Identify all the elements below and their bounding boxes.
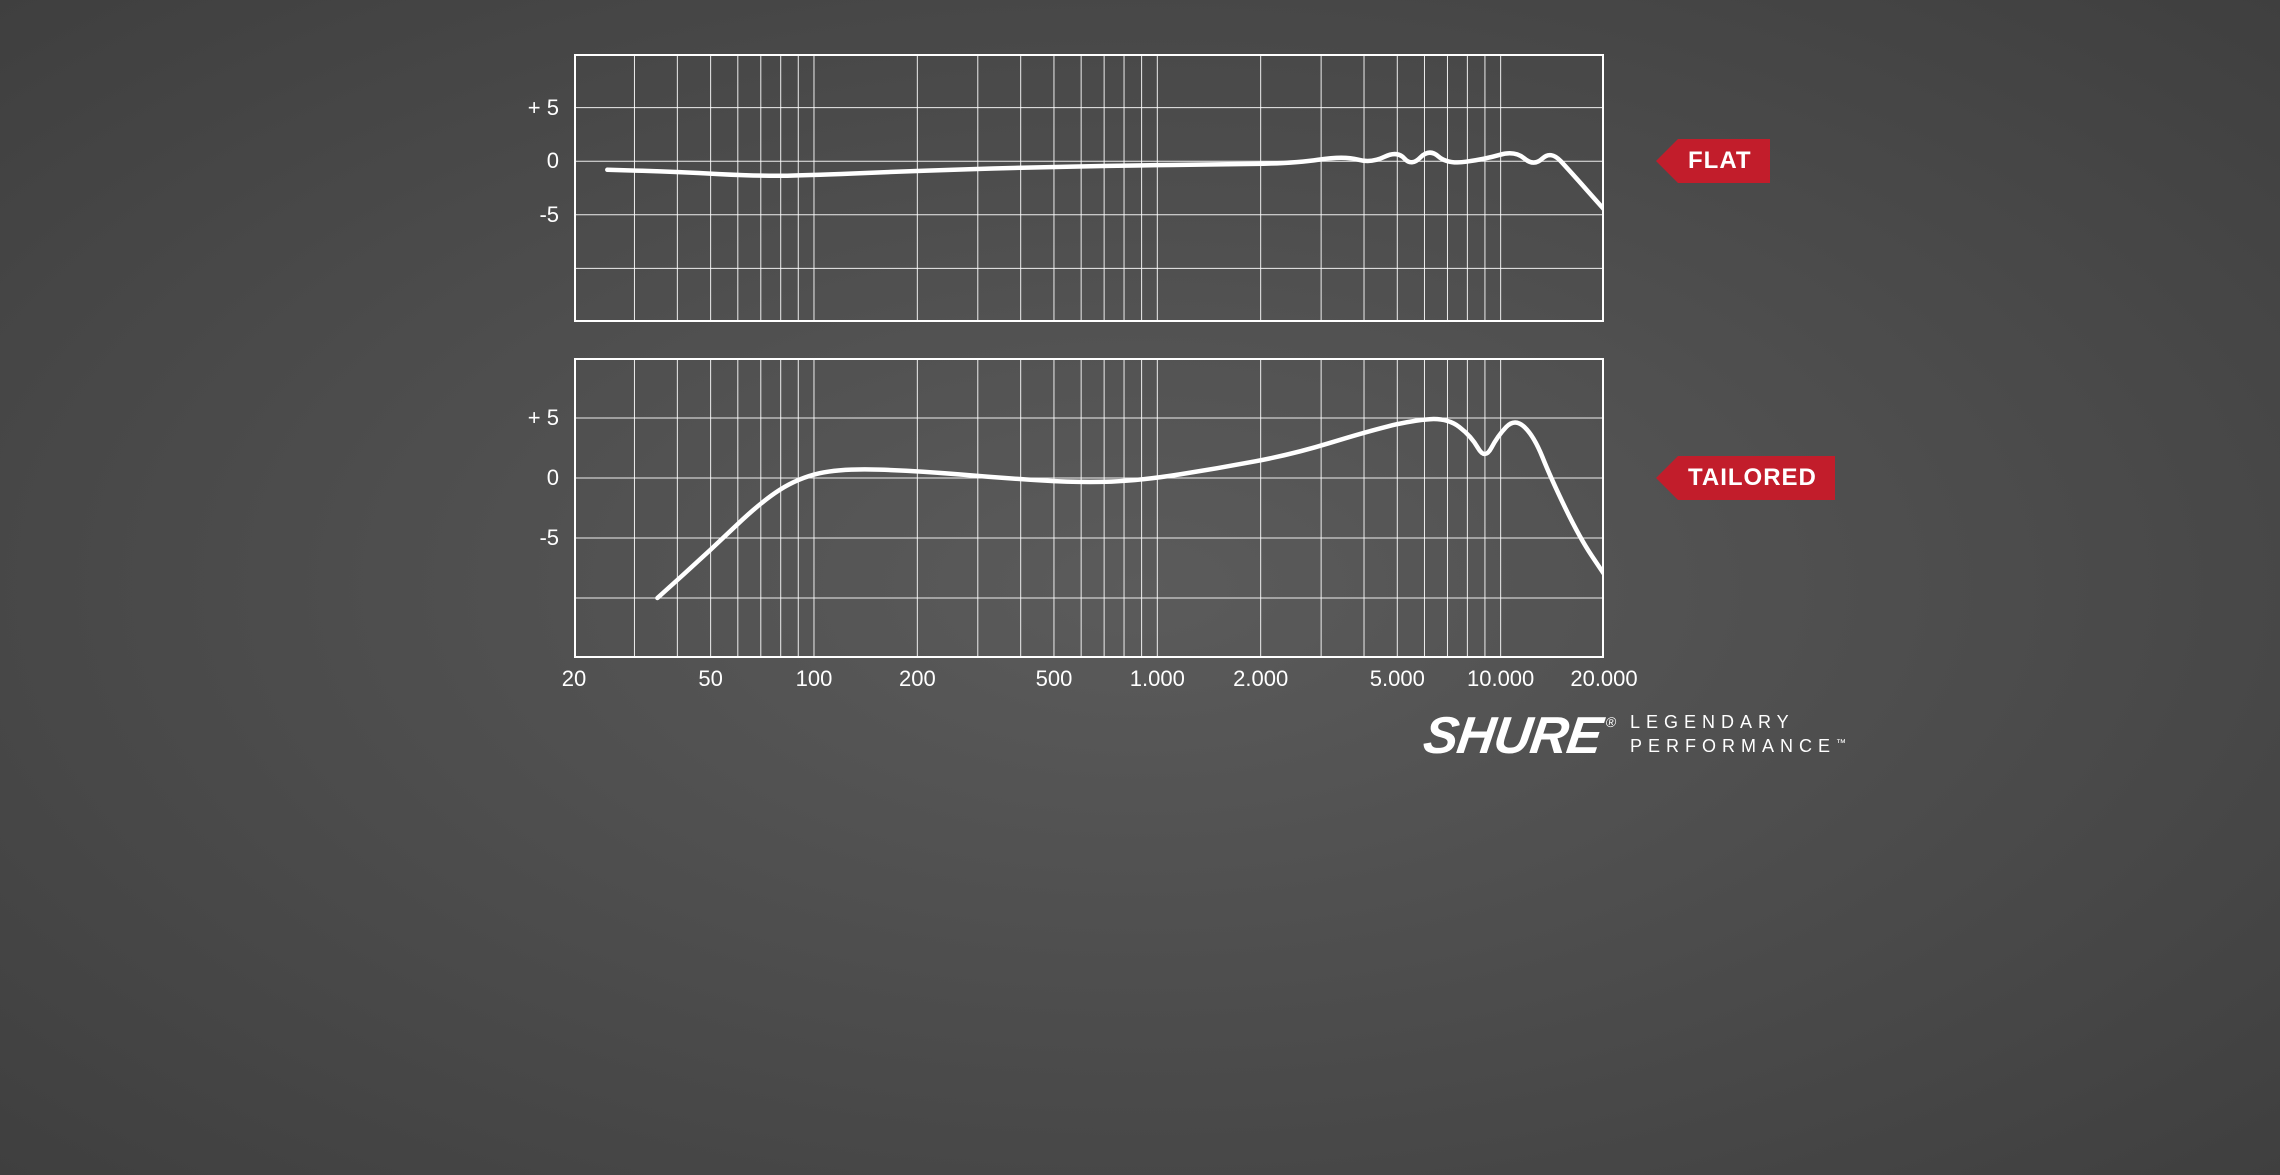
y-axis-labels: -5 0 + 5 bbox=[504, 358, 569, 658]
trademark-icon: ™ bbox=[1836, 738, 1846, 749]
y-axis-label: + 5 bbox=[528, 95, 559, 121]
x-axis-label: 20 bbox=[562, 666, 586, 692]
brand-tagline: LEGENDARYPERFORMANCE™ bbox=[1630, 710, 1846, 762]
brand-wordmark-text: SHURE bbox=[1420, 707, 1605, 765]
x-axis-label: 10.000 bbox=[1467, 666, 1534, 692]
chart-tag-tailored: TAILORED bbox=[1656, 456, 1835, 500]
x-axis-label: 20.000 bbox=[1570, 666, 1637, 692]
x-axis-label: 50 bbox=[698, 666, 722, 692]
chart-flat: -50+ 5 bbox=[574, 54, 1604, 322]
x-axis-label: 500 bbox=[1036, 666, 1073, 692]
chart-tailored: -50+ 5 bbox=[574, 358, 1604, 658]
plot-border bbox=[575, 359, 1603, 657]
x-axis-label: 1.000 bbox=[1130, 666, 1185, 692]
tag-label: TAILORED bbox=[1678, 456, 1835, 500]
x-axis-label: 5.000 bbox=[1370, 666, 1425, 692]
x-axis-label: 2.000 bbox=[1233, 666, 1288, 692]
plot-tailored bbox=[574, 358, 1604, 658]
response-curve-tailored bbox=[657, 419, 1604, 598]
chart-tag-flat: FLAT bbox=[1656, 139, 1770, 183]
plot-border bbox=[575, 55, 1603, 321]
y-axis-labels: -5 0 + 5 bbox=[504, 54, 569, 322]
tag-arrow-icon bbox=[1656, 456, 1678, 500]
brand-wordmark: SHURE® bbox=[1419, 706, 1614, 766]
brand-tagline-line2-wrap: PERFORMANCE™ bbox=[1630, 734, 1846, 762]
y-axis-label: 0 bbox=[547, 465, 559, 491]
y-axis-label: + 5 bbox=[528, 405, 559, 431]
tag-arrow-icon bbox=[1656, 139, 1678, 183]
brand-tagline-line2: PERFORMANCE bbox=[1630, 736, 1836, 756]
plot-flat bbox=[574, 54, 1604, 322]
brand-tagline-line1: LEGENDARY bbox=[1630, 710, 1846, 734]
x-axis-label: 100 bbox=[796, 666, 833, 692]
stage: -5 0 + 5 FLAT -5 0 + 5 TAILORED 20 50 100 200 500 1.0… bbox=[379, 0, 1901, 784]
registered-icon: ® bbox=[1604, 714, 1616, 730]
y-axis-label: 0 bbox=[547, 148, 559, 174]
brand-block: SHURE®LEGENDARYPERFORMANCE™ bbox=[1424, 706, 1846, 766]
y-axis-label: -5 bbox=[539, 202, 559, 228]
x-axis-label: 200 bbox=[899, 666, 936, 692]
y-axis-label: -5 bbox=[539, 525, 559, 551]
tag-label: FLAT bbox=[1678, 139, 1770, 183]
